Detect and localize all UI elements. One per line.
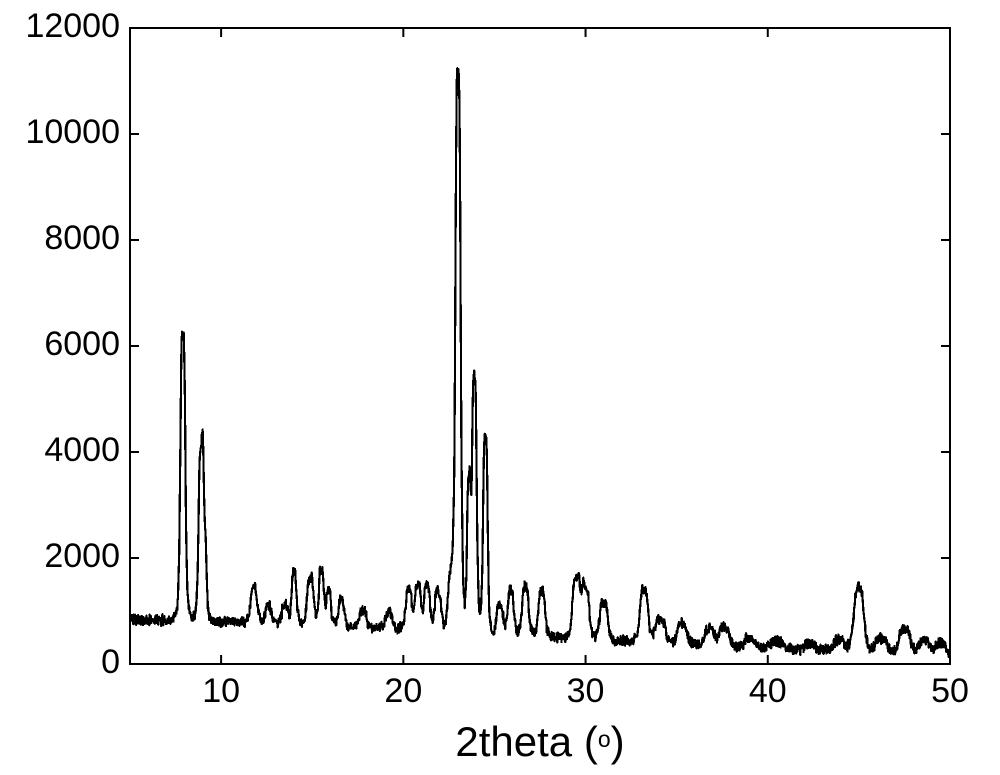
y-tick-label: 8000 (44, 219, 120, 257)
y-tick-label: 12000 (25, 7, 120, 45)
x-tick-label: 10 (202, 672, 240, 710)
y-tick-label: 10000 (25, 113, 120, 151)
y-tick-label: 4000 (44, 431, 120, 469)
x-tick-label: 30 (567, 672, 605, 710)
y-tick-label: 0 (101, 643, 120, 681)
chart-background (0, 0, 1000, 775)
y-tick-label: 2000 (44, 537, 120, 575)
y-tick-label: 6000 (44, 325, 120, 363)
x-tick-label: 20 (384, 672, 422, 710)
chart-container: 02000400060008000100001200010203040502th… (0, 0, 1000, 775)
x-tick-label: 50 (931, 672, 969, 710)
xrd-chart: 02000400060008000100001200010203040502th… (0, 0, 1000, 775)
x-tick-label: 40 (749, 672, 787, 710)
